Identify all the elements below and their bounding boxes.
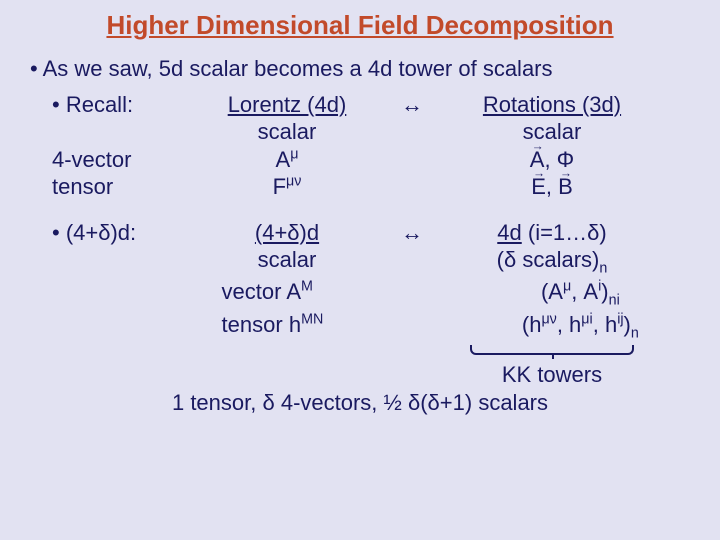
slide-title: Higher Dimensional Field Decomposition bbox=[30, 10, 690, 41]
recall-right-head: Rotations (3d) bbox=[442, 91, 662, 119]
recall-arrow: ↔ bbox=[382, 91, 442, 119]
recall-row2-mid: Fμν bbox=[192, 173, 382, 201]
extra-row1-mid: vector AM bbox=[192, 278, 411, 310]
extra-arrow: ↔ bbox=[382, 219, 442, 247]
recall-row0-right: scalar bbox=[442, 118, 662, 146]
recall-left-head: Lorentz (4d) bbox=[192, 91, 382, 119]
recall-label: Recall: bbox=[30, 91, 192, 119]
intro-line: As we saw, 5d scalar becomes a 4d tower … bbox=[30, 55, 690, 83]
recall-row0-left bbox=[30, 118, 192, 146]
extra-right-head: 4d (i=1…δ) bbox=[442, 219, 662, 247]
kk-towers-label: KK towers bbox=[442, 361, 662, 389]
extra-row0-mid: scalar bbox=[192, 246, 382, 278]
recall-row2-left: tensor bbox=[30, 173, 192, 201]
recall-row2-right: E, B bbox=[442, 173, 662, 201]
extra-left-head: (4+δ)d bbox=[192, 219, 382, 247]
recall-row1-left: 4-vector bbox=[30, 146, 192, 174]
recall-row0-mid: scalar bbox=[192, 118, 382, 146]
extra-row0-right: (δ scalars)n bbox=[442, 246, 662, 278]
under-brace bbox=[470, 345, 634, 355]
recall-row1-right: A, Φ bbox=[442, 146, 662, 174]
extra-row2-mid: tensor hMN bbox=[192, 311, 411, 343]
summary-line: 1 tensor, δ 4-vectors, ½ δ(δ+1) scalars bbox=[30, 390, 690, 416]
extra-label: (4+δ)d: bbox=[30, 219, 192, 247]
recall-row1-mid: Aμ bbox=[192, 146, 382, 174]
extra-row1-right: (Aμ, Ai)ni bbox=[471, 278, 690, 310]
extra-row2-right: (hμν, hμi, hij)n bbox=[471, 311, 690, 343]
